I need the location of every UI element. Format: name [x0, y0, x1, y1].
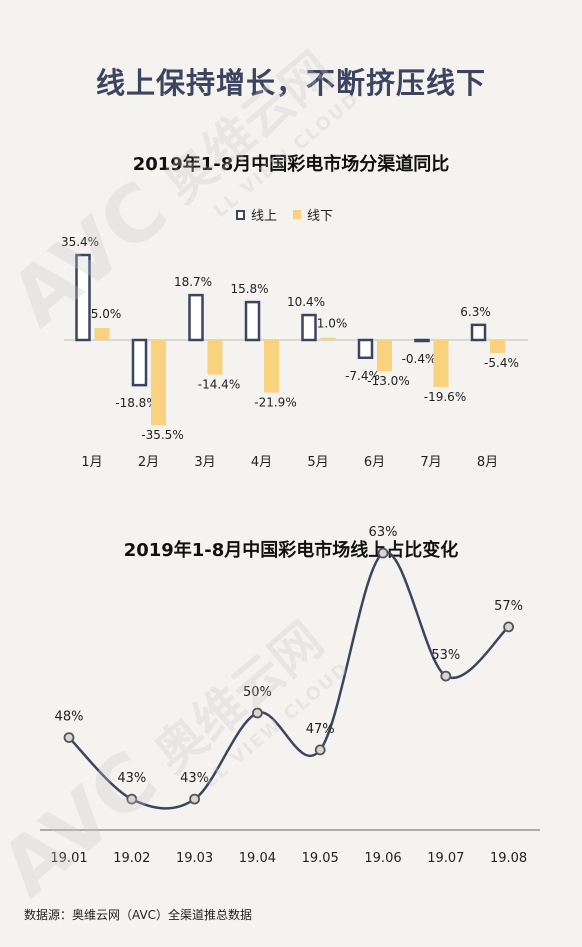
line-data-label-1: 48%: [55, 710, 84, 725]
line-x-tick-3: 19.03: [176, 851, 213, 866]
bar-offline-6: [377, 340, 392, 372]
data-label-online-6: -7.4%: [345, 369, 380, 383]
data-source-footer: 数据源：奥维云网（AVC）全渠道推总数据: [24, 908, 253, 922]
x-tick-label-5: 5月: [307, 455, 328, 470]
line-series: [68, 551, 510, 810]
bar-offline-1: [94, 328, 110, 340]
bar-chart-legend: 线上 线下: [236, 205, 333, 224]
bar-offline-8: [490, 340, 505, 353]
data-label-online-5: 10.4%: [287, 295, 325, 309]
legend-swatch-offline: [293, 210, 302, 219]
x-tick-label-2: 2月: [138, 455, 159, 470]
line-point-2: [126, 793, 138, 805]
line-data-label-5: 47%: [306, 722, 335, 737]
bar-offline-5: [320, 337, 336, 340]
bar-offline-2: [151, 340, 166, 426]
bar-online-5: [301, 313, 317, 342]
line-point-1: [63, 732, 75, 743]
line-point-4: [251, 707, 263, 719]
line-x-tick-6: 19.06: [364, 851, 401, 866]
legend-swatch-online: [236, 209, 245, 220]
x-tick-label-7: 7月: [420, 455, 441, 470]
data-label-offline-1: 5.0%: [91, 307, 122, 321]
x-tick-label-6: 6月: [364, 455, 385, 470]
line-x-tick-5: 19.05: [302, 851, 339, 866]
line-x-tick-7: 19.07: [427, 851, 464, 866]
line-x-tick-1: 19.01: [50, 851, 87, 866]
bar-online-7: [414, 338, 430, 343]
data-label-online-7: -0.4%: [402, 352, 437, 366]
line-x-tick-8: 19.08: [490, 851, 527, 866]
data-label-offline-2: -35.5%: [141, 428, 183, 442]
bar-online-1: [75, 253, 91, 342]
bar-online-2: [131, 338, 148, 387]
line-data-label-2: 43%: [117, 771, 146, 786]
line-point-8: [503, 621, 515, 633]
watermark-brand: AVC: [0, 735, 174, 915]
bar-chart: 35.4% 5.0% 1月 -18.8% -35.5% 2月 18.7% -14.4% 3月 15…: [61, 235, 528, 470]
line-x-tick-2: 19.02: [113, 851, 150, 866]
data-label-offline-7: -19.6%: [424, 390, 466, 404]
line-point-5: [314, 744, 326, 756]
x-tick-label-4: 4月: [251, 455, 272, 470]
data-label-online-2: -18.8%: [115, 396, 157, 410]
bar-online-8: [470, 323, 487, 342]
page-title: 线上保持增长，不断挤压线下: [95, 66, 486, 100]
x-tick-label-8: 8月: [477, 455, 498, 470]
data-label-online-8: 6.3%: [460, 305, 491, 319]
data-label-offline-8: -5.4%: [484, 356, 519, 370]
x-tick-label-1: 1月: [81, 455, 102, 470]
data-label-offline-5: 1.0%: [317, 317, 348, 331]
bar-online-4: [244, 300, 261, 342]
watermark-brand: AVC: [0, 165, 184, 345]
legend-label-online: 线上: [251, 209, 278, 224]
data-label-online-1: 35.4%: [61, 235, 99, 249]
legend-label-offline: 线下: [307, 209, 334, 224]
line-point-6: [377, 547, 389, 559]
line-data-label-7: 53%: [431, 648, 460, 663]
line-point-7: [440, 670, 452, 682]
line-data-label-6: 63%: [369, 525, 398, 540]
x-tick-label-3: 3月: [194, 455, 215, 470]
data-label-offline-4: -21.9%: [254, 396, 296, 410]
data-label-offline-3: -14.4%: [198, 378, 240, 392]
data-label-offline-6: -13.0%: [367, 374, 409, 388]
line-data-label-3: 43%: [180, 771, 209, 786]
bar-offline-3: [207, 340, 223, 375]
bar-online-6: [357, 338, 374, 360]
bar-offline-7: [433, 340, 449, 388]
line-data-label-8: 57%: [494, 599, 523, 614]
bar-chart-title: 2019年1-8月中国彩电市场分渠道同比: [132, 154, 450, 175]
line-x-tick-4: 19.04: [239, 851, 276, 866]
line-chart-title: 2019年1-8月中国彩电市场线上占比变化: [123, 540, 459, 561]
data-label-online-3: 18.7%: [174, 275, 212, 289]
bar-online-3: [188, 293, 204, 342]
line-point-3: [189, 793, 201, 805]
bar-offline-4: [264, 340, 279, 393]
line-data-label-4: 50%: [243, 685, 272, 700]
data-label-online-4: 15.8%: [230, 282, 268, 296]
